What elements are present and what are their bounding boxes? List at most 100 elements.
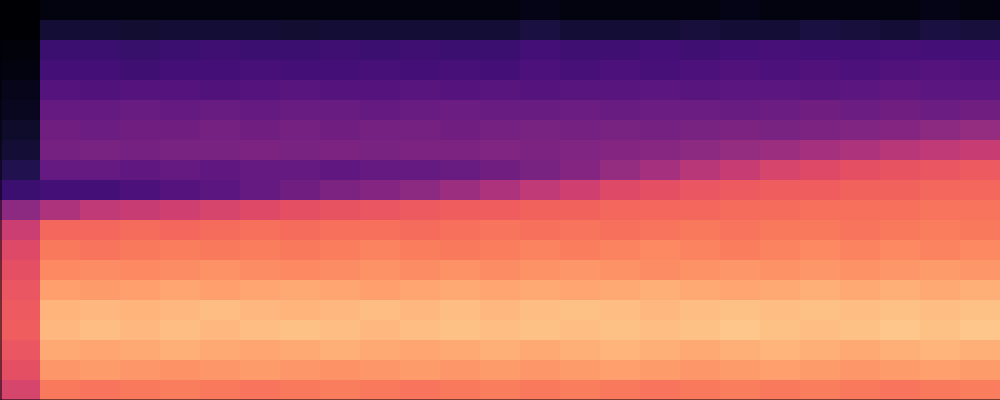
heatmap-cell: [480, 280, 520, 300]
heatmap-cell: [280, 280, 320, 300]
heatmap-cell: [760, 140, 800, 160]
heatmap-cell: [0, 60, 40, 80]
heatmap-cell: [680, 200, 720, 220]
heatmap-cell: [840, 40, 880, 60]
heatmap-cell: [280, 140, 320, 160]
heatmap-cell: [440, 280, 480, 300]
heatmap-cell: [160, 0, 200, 20]
heatmap-cell: [520, 200, 560, 220]
heatmap-cell: [520, 180, 560, 200]
heatmap-cell: [680, 140, 720, 160]
heatmap-cell: [840, 300, 880, 320]
heatmap-cell: [600, 80, 640, 100]
heatmap-cell: [560, 100, 600, 120]
heatmap-cell: [480, 380, 520, 400]
heatmap-cell: [640, 100, 680, 120]
heatmap-cell: [440, 180, 480, 200]
heatmap-cell: [800, 0, 840, 20]
heatmap-cell: [800, 140, 840, 160]
heatmap-cell: [640, 300, 680, 320]
heatmap-cell: [160, 40, 200, 60]
heatmap-cell: [160, 380, 200, 400]
heatmap-cell: [520, 20, 560, 40]
heatmap-cell: [520, 140, 560, 160]
heatmap-cell: [680, 320, 720, 340]
heatmap-cell: [120, 20, 160, 40]
heatmap-cell: [560, 300, 600, 320]
heatmap-cell: [880, 300, 920, 320]
heatmap-cell: [120, 80, 160, 100]
heatmap-cell: [560, 60, 600, 80]
heatmap-cell: [360, 260, 400, 280]
heatmap-cell: [640, 20, 680, 40]
heatmap-cell: [480, 260, 520, 280]
heatmap-cell: [960, 260, 1000, 280]
heatmap-cell: [120, 60, 160, 80]
heatmap-cell: [280, 60, 320, 80]
heatmap-cell: [800, 60, 840, 80]
heatmap-cell: [200, 320, 240, 340]
heatmap-cell: [80, 120, 120, 140]
heatmap-cell: [680, 340, 720, 360]
heatmap-cell: [760, 220, 800, 240]
heatmap-cell: [600, 140, 640, 160]
heatmap-cell: [320, 380, 360, 400]
heatmap-cell: [320, 60, 360, 80]
heatmap-cell: [480, 300, 520, 320]
heatmap-cell: [320, 160, 360, 180]
heatmap-cell: [40, 320, 80, 340]
heatmap-cell: [920, 20, 960, 40]
heatmap-cell: [0, 160, 40, 180]
heatmap-cell: [480, 80, 520, 100]
heatmap-cell: [200, 80, 240, 100]
heatmap-cell: [80, 280, 120, 300]
heatmap-cell: [920, 40, 960, 60]
heatmap-cell: [640, 200, 680, 220]
heatmap-cell: [720, 260, 760, 280]
heatmap-cell: [800, 260, 840, 280]
heatmap-cell: [840, 200, 880, 220]
heatmap-cell: [600, 0, 640, 20]
heatmap-cell: [760, 340, 800, 360]
heatmap-cell: [40, 40, 80, 60]
heatmap-cell: [280, 100, 320, 120]
heatmap-cell: [560, 0, 600, 20]
heatmap-cell: [40, 120, 80, 140]
heatmap-cell: [120, 120, 160, 140]
heatmap-cell: [80, 80, 120, 100]
heatmap-cell: [720, 340, 760, 360]
heatmap-cell: [640, 240, 680, 260]
heatmap-cell: [360, 0, 400, 20]
heatmap-cell: [560, 320, 600, 340]
heatmap-cell: [760, 300, 800, 320]
heatmap-cell: [920, 180, 960, 200]
heatmap-cell: [840, 220, 880, 240]
heatmap-cell: [720, 380, 760, 400]
heatmap-cell: [720, 60, 760, 80]
heatmap-cell: [40, 100, 80, 120]
heatmap-cell: [800, 280, 840, 300]
heatmap-cell: [960, 140, 1000, 160]
heatmap-cell: [680, 180, 720, 200]
heatmap-cell: [400, 220, 440, 240]
heatmap-cell: [960, 180, 1000, 200]
heatmap-cell: [0, 300, 40, 320]
heatmap-cell: [80, 180, 120, 200]
heatmap-cell: [960, 200, 1000, 220]
heatmap-cell: [400, 360, 440, 380]
heatmap-cell: [880, 380, 920, 400]
heatmap-cell: [40, 220, 80, 240]
heatmap-cell: [600, 120, 640, 140]
y-axis: [1, 1, 2, 400]
heatmap-cell: [160, 100, 200, 120]
heatmap-cell: [840, 160, 880, 180]
heatmap-cell: [560, 220, 600, 240]
heatmap-cells: [0, 0, 1000, 400]
heatmap-cell: [480, 160, 520, 180]
heatmap-cell: [480, 200, 520, 220]
heatmap-cell: [480, 0, 520, 20]
heatmap-cell: [200, 160, 240, 180]
heatmap-cell: [800, 220, 840, 240]
heatmap-cell: [640, 280, 680, 300]
heatmap-cell: [40, 0, 80, 20]
